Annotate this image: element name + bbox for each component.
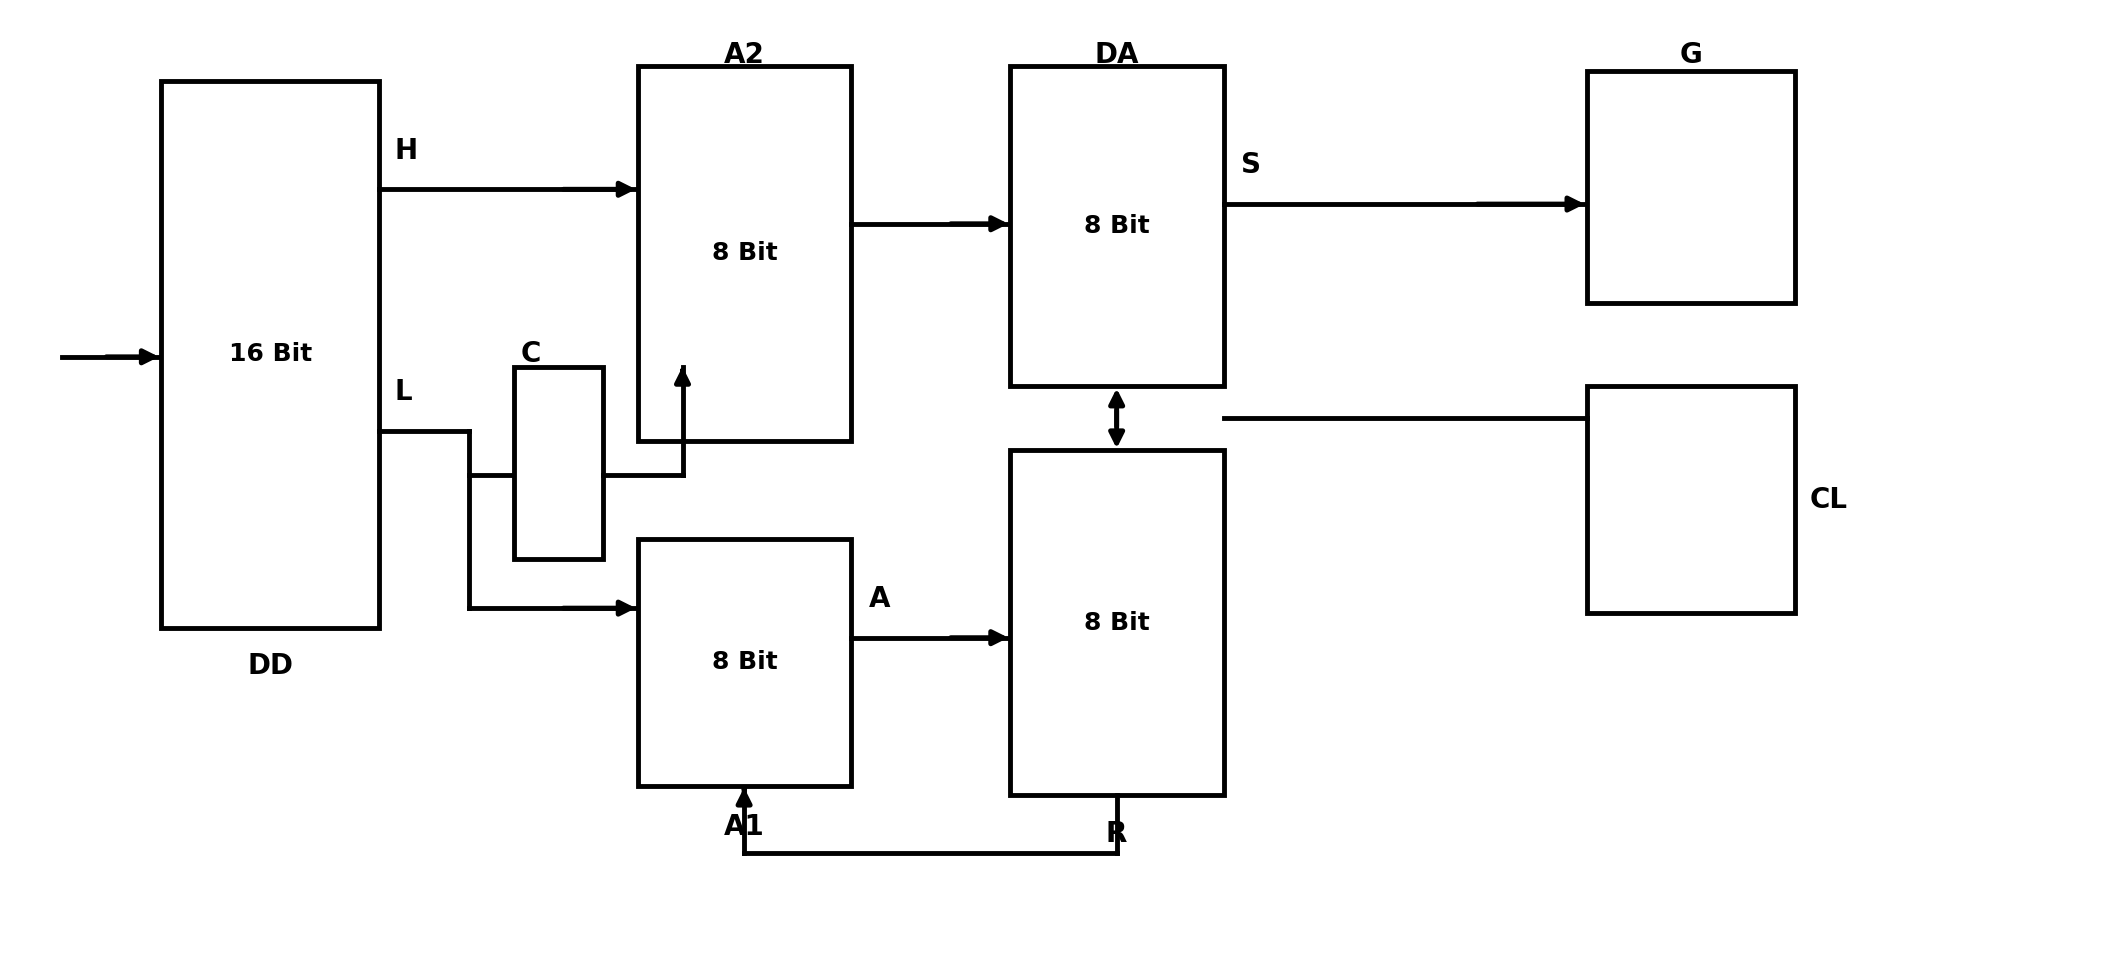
Text: 8 Bit: 8 Bit [1085,611,1149,635]
Text: S: S [1241,152,1260,180]
FancyBboxPatch shape [1587,71,1796,302]
Text: 8 Bit: 8 Bit [1085,214,1149,238]
FancyBboxPatch shape [1011,450,1224,796]
Text: R: R [1107,820,1128,848]
Text: 16 Bit: 16 Bit [228,343,313,367]
FancyBboxPatch shape [638,66,851,441]
FancyBboxPatch shape [638,540,851,785]
FancyBboxPatch shape [513,367,602,559]
Text: 8 Bit: 8 Bit [711,241,777,265]
FancyBboxPatch shape [1011,66,1224,386]
Text: H: H [394,136,417,164]
Text: DD: DD [247,653,294,681]
Text: C: C [521,340,541,368]
Text: L: L [394,378,413,406]
FancyBboxPatch shape [1587,386,1796,613]
Text: G: G [1679,41,1702,69]
Text: DA: DA [1094,41,1138,69]
Text: CL: CL [1811,486,1847,514]
Text: 8 Bit: 8 Bit [711,650,777,674]
Text: A2: A2 [724,41,764,69]
Text: A: A [868,585,892,613]
FancyBboxPatch shape [162,81,379,628]
Text: A1: A1 [724,813,764,841]
